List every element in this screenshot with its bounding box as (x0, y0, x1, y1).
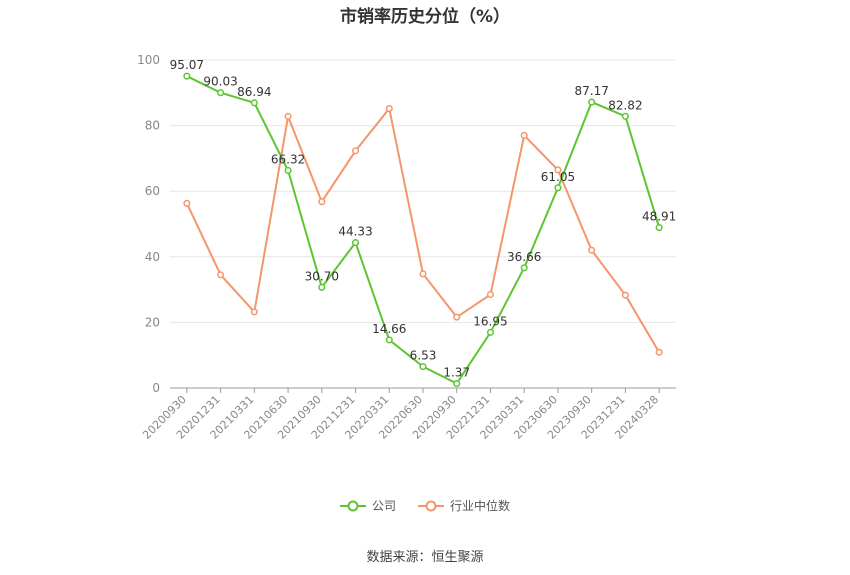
y-tick-label: 100 (137, 53, 160, 67)
data-label: 95.07 (170, 58, 204, 72)
data-label: 1.37 (443, 366, 470, 380)
data-point-industry (486, 290, 495, 299)
data-point-industry (351, 147, 360, 155)
data-label: 90.03 (203, 75, 237, 89)
chart-title: 市销率历史分位（%） (339, 7, 511, 27)
data-point-industry (385, 104, 393, 113)
data-point-industry (520, 131, 528, 139)
data-point-company (284, 166, 292, 175)
data-point-industry (419, 270, 427, 278)
data-label: 86.94 (237, 85, 271, 99)
data-point-industry (217, 271, 225, 279)
data-point-company (183, 72, 191, 80)
data-point-company (520, 264, 528, 272)
series-line-company (186, 75, 661, 385)
y-tick-label: 80 (145, 119, 160, 133)
data-point-industry (284, 112, 292, 120)
data-point-industry (655, 348, 663, 356)
data-point-company (453, 379, 461, 388)
legend-item-company[interactable]: 公司 (339, 497, 396, 514)
series-line-industry (185, 106, 660, 353)
data-point-industry (588, 246, 596, 254)
legend-item-industry[interactable]: 行业中位数 (418, 497, 510, 514)
data-point-company (621, 112, 629, 120)
data-point-industry (453, 313, 461, 321)
y-tick-label: 0 (152, 381, 160, 395)
data-point-company (318, 283, 326, 291)
data-point-company (588, 98, 596, 106)
data-label: 30.70 (305, 269, 339, 283)
y-tick-label: 40 (145, 250, 160, 264)
data-label: 82.82 (608, 98, 642, 112)
data-point-company (217, 89, 225, 97)
data-point-company (250, 99, 258, 107)
data-point-company (351, 239, 360, 247)
legend-label-company: 公司 (371, 499, 396, 513)
data-point-industry (183, 199, 191, 207)
data-label: 6.53 (410, 349, 437, 363)
data-point-industry (250, 308, 258, 316)
data-label: 66.32 (271, 152, 305, 166)
data-point-industry (554, 166, 562, 174)
data-label: 16.95 (473, 314, 507, 328)
legend-label-industry: 行业中位数 (450, 499, 511, 513)
data-source: 数据来源：恒生聚源 (366, 550, 484, 565)
data-point-company (554, 184, 562, 192)
y-tick-label: 60 (145, 184, 160, 198)
data-point-company (486, 328, 495, 336)
data-point-company (419, 363, 427, 371)
data-point-industry (318, 198, 326, 206)
legend-marker-company (339, 500, 366, 511)
legend: 公司 行业中位数 (0, 497, 850, 514)
data-label: 44.33 (338, 225, 372, 239)
data-label: 48.91 (642, 210, 676, 224)
data-label: 14.66 (372, 322, 406, 336)
data-label: 36.66 (507, 250, 541, 264)
data-label: 61.05 (541, 170, 575, 184)
data-point-company (385, 336, 393, 344)
data-label: 87.17 (574, 84, 608, 98)
legend-marker-industry (418, 500, 444, 511)
y-tick-label: 20 (145, 315, 160, 329)
data-point-industry (621, 291, 629, 299)
data-point-company (655, 224, 663, 232)
